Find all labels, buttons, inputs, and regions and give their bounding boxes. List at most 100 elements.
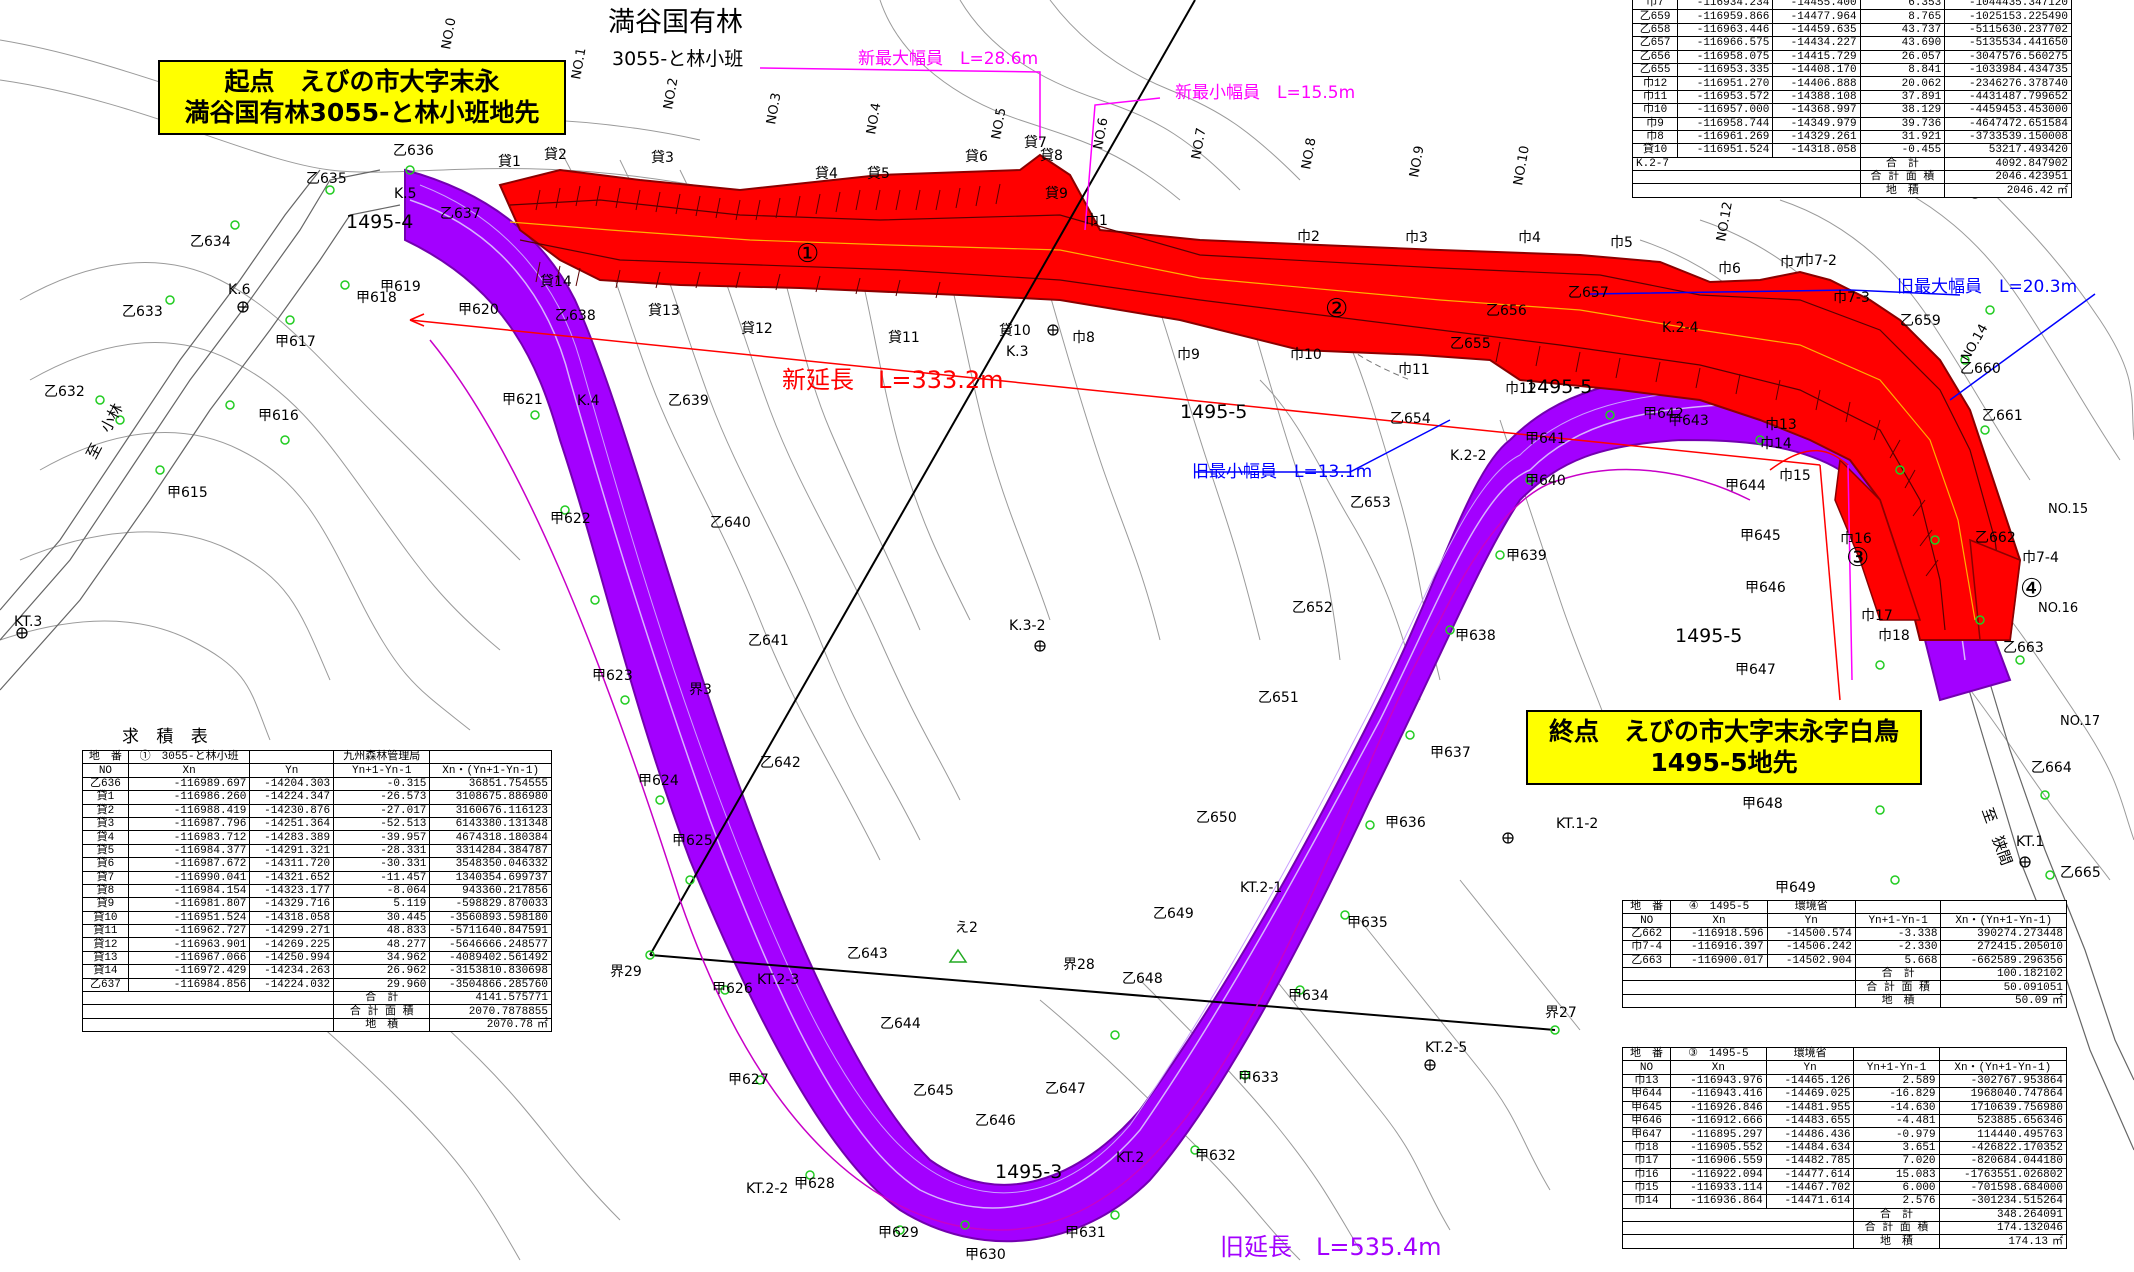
point-label: 乙635	[306, 171, 347, 187]
table-cell: -14469.025	[1765, 1087, 1855, 1102]
old-max-width-label: 旧最大幅員 L=20.3m	[1897, 277, 2077, 297]
table-row: 貸2 -116988.419 -14230.876 -27.017 3160676.11…	[82, 803, 552, 818]
table-cell: -14224.032	[249, 977, 335, 993]
table-cell: 4674318.180384	[429, 830, 552, 845]
point-label: 乙665	[2060, 865, 2101, 881]
table-cell: -2.330	[1854, 940, 1942, 955]
table-cell: 地 番	[1621, 899, 1672, 915]
table-cell: 地 番	[1621, 1046, 1672, 1062]
table-cell: -116984.154	[127, 883, 251, 899]
table-cell: -0.315	[333, 776, 431, 792]
table-cell: 4092.847902	[1944, 156, 2072, 172]
section-label: NO.12	[1714, 201, 1736, 243]
point-label: 乙654	[1390, 411, 1431, 427]
table-cell: ㎡ 174.13	[1938, 1234, 2068, 1249]
table-cell: -14471.614	[1765, 1194, 1855, 1209]
table-row: 貸8 -116984.154 -14323.177 -8.064 943360.2178…	[82, 883, 552, 899]
table-cell: 甲645	[1621, 1100, 1672, 1115]
new-road-part3	[1834, 458, 1922, 621]
table-cell: -116934.234	[1677, 0, 1774, 11]
point-label: K.2-2	[1450, 448, 1487, 464]
table-cell: -302767.953864	[1938, 1073, 2068, 1089]
table-cell: -116951.524	[1677, 143, 1774, 158]
table-cell: 7.020	[1853, 1154, 1940, 1169]
table-cell: 貸6	[82, 857, 129, 872]
table-cell: 3548350.046332	[429, 857, 552, 872]
table-cell: -14415.729	[1772, 49, 1861, 64]
table-cell: ① 3055-と林小班	[127, 749, 251, 765]
point-label: 巾7-3	[1833, 290, 1870, 306]
table-cell: -14204.303	[249, 776, 335, 792]
table-cell: 1710639.756980	[1938, 1100, 2068, 1115]
point-label: 甲617	[275, 334, 316, 350]
table-cell: -52.513	[333, 816, 431, 832]
table-cell: 貸8	[82, 883, 129, 899]
table-row: 貸10 -116951.524 -14318.058 -0.455 53217.4934…	[1631, 143, 2072, 158]
table-cell	[1940, 899, 2067, 915]
table-cell: 48.277	[333, 937, 431, 952]
table-cell: Xn	[1670, 1060, 1767, 1075]
unit-label: ㎡	[2052, 1235, 2063, 1248]
point-label: 界29	[610, 964, 642, 980]
table-cell: -14230.876	[249, 803, 335, 818]
point-label: 巾5	[1610, 235, 1633, 251]
point-label: 甲631	[1065, 1225, 1106, 1241]
table-row: 貸5 -116984.377 -14291.321 -28.331 3314284.38…	[82, 843, 552, 859]
table-cell	[1854, 899, 1942, 915]
point-label: 乙655	[1450, 336, 1491, 352]
table-cell: -662589.296356	[1940, 953, 2067, 968]
point-label: 甲615	[167, 485, 208, 501]
point-label: 甲633	[1238, 1070, 1279, 1086]
table-cell: 貸2	[82, 803, 129, 818]
table-cell: 合 計 面 積	[1853, 1221, 1940, 1236]
point-label: 甲635	[1347, 915, 1388, 931]
point-label: 巾7-4	[2022, 550, 2059, 566]
table-row: K.2-7 合 計 4092.847902	[1632, 156, 2072, 172]
table-cell: 6.000	[1853, 1180, 1940, 1196]
table-cell: -14477.614	[1765, 1167, 1855, 1182]
point-label: 甲637	[1430, 745, 1471, 761]
circled-number-1: ①	[796, 239, 819, 269]
table-cell: -116943.416	[1670, 1087, 1767, 1102]
point-label: 貸7	[1024, 135, 1047, 151]
table-cell: 合 計	[1859, 156, 1946, 172]
table-row: 巾13 -116943.976 -14465.126 2.589 -302767.953…	[1621, 1073, 2068, 1089]
point-label: 甲642	[1643, 406, 1684, 422]
table-cell: -116967.066	[127, 950, 251, 966]
table-cell: -14455.400	[1772, 0, 1861, 11]
point-label: 甲636	[1385, 815, 1426, 831]
point-label: 乙657	[1568, 285, 1609, 301]
new-max-width-label: 新最大幅員 L=28.6m	[858, 49, 1038, 69]
table-cell: 巾11	[1631, 89, 1679, 105]
table-cell: 2046.423951	[1944, 170, 2072, 185]
table-cell: -116963.901	[127, 937, 251, 952]
point-label: 甲639	[1506, 548, 1547, 564]
point-label: 乙642	[760, 755, 801, 771]
table-cell: 943360.217856	[429, 883, 552, 899]
point-label: 甲626	[712, 981, 753, 997]
section-label: NO.9	[1407, 145, 1427, 179]
point-label: 巾11	[1398, 362, 1430, 378]
table-cell	[1622, 966, 1856, 982]
point-label: KT.1	[2016, 834, 2044, 850]
section-label: NO.2	[661, 77, 681, 111]
old-road-inner-line	[419, 184, 1711, 1194]
table-row: 巾17 -116906.559 -14482.785 7.020 -820684.044…	[1621, 1154, 2068, 1169]
point-label: 界28	[1063, 957, 1095, 973]
table-row: 巾18 -116905.552 -14484.634 3.651 -426822.170…	[1621, 1140, 2068, 1156]
final-value: 2070.78	[486, 1019, 533, 1031]
table-row: 乙657 -116966.575 -14434.227 43.690 -5135534.…	[1631, 36, 2072, 51]
final-value: 50.09	[2014, 994, 2048, 1007]
table-cell	[1632, 170, 1861, 185]
table-cell: -4459453.453000	[1944, 103, 2072, 118]
point-label: 乙646	[975, 1113, 1016, 1129]
table-cell: -820684.044180	[1938, 1154, 2068, 1169]
table-cell: 地 番	[82, 749, 129, 765]
table-cell: 貸4	[82, 830, 129, 845]
point-label: K.6	[228, 282, 251, 298]
table-cell: -14251.364	[249, 816, 335, 832]
point-label: 貸11	[888, 330, 920, 346]
